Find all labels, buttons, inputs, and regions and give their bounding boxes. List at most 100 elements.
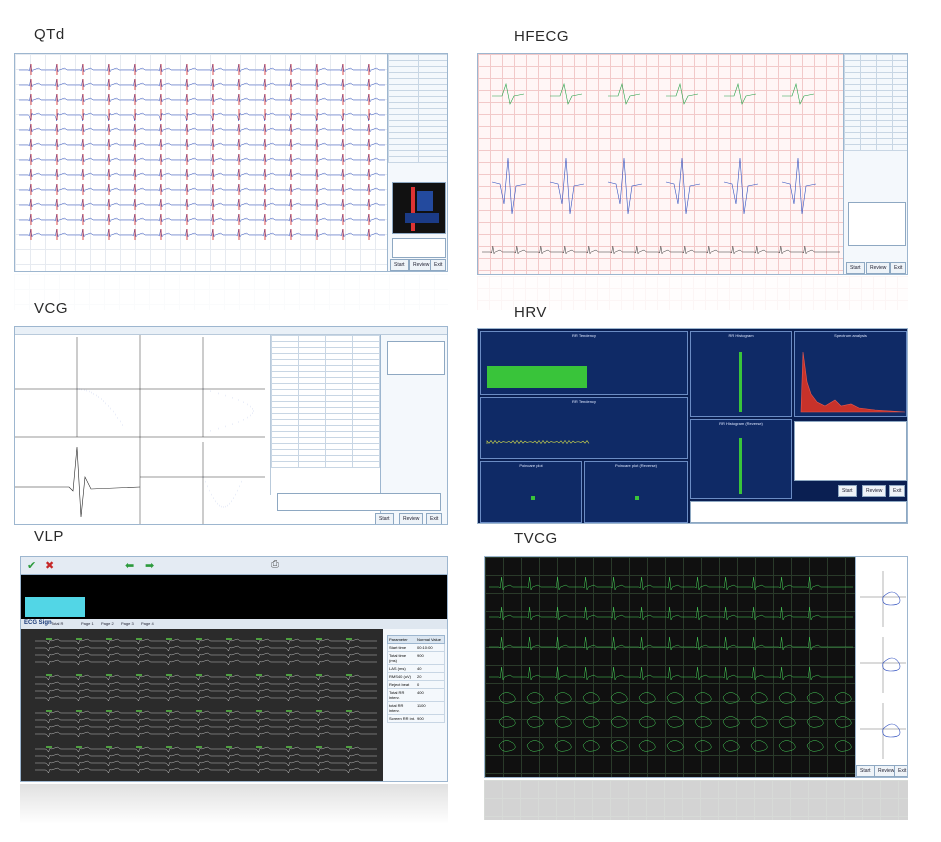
hfecg-beat-bottom	[607, 157, 643, 215]
vcg-loop-horizontal	[203, 388, 254, 432]
hrv-poincare-reverse-point	[635, 496, 639, 500]
qtd-lead-trace	[19, 168, 385, 178]
hfecg-exit-button[interactable]: Exit	[890, 262, 907, 274]
vlp-table-cell: Total RR interv.	[389, 690, 405, 700]
vcg-loop-sagittal	[203, 476, 242, 508]
vlp-tab-page4[interactable]: Page 4	[141, 621, 154, 626]
vlp-left-arrow-icon[interactable]: ⬅	[125, 560, 135, 572]
tvcg-start-button[interactable]: Start	[856, 765, 875, 777]
hfecg-review-button[interactable]: Review	[866, 262, 891, 274]
vlp-channel-trace	[35, 746, 377, 753]
qtd-note-box[interactable]	[392, 238, 446, 258]
vcg-beat-trace	[15, 446, 141, 518]
vlp-tab-page1[interactable]: Page 1	[81, 621, 94, 626]
hrv-histogram-bar	[739, 352, 742, 412]
vlp-table-row: Total RR interv. 400	[387, 689, 445, 702]
hfecg-beat-bottom	[781, 157, 817, 215]
hrv-rr-histogram-reverse-panel: RR Histogram (Reverse)	[690, 419, 792, 499]
vlp-table-cell: Total time (ms)	[389, 653, 407, 663]
vcg-title: VCG	[34, 300, 69, 317]
vlp-table-header-cell: Normal Value	[417, 637, 441, 642]
tvcg-lead-trace	[489, 606, 853, 621]
vcg-start-button[interactable]: Start	[375, 513, 394, 524]
qtd-review-button[interactable]: Review	[409, 259, 434, 271]
qtd-side-panel: Start Review Exit	[387, 54, 447, 271]
hrv-screenshot: RR Tendency RR Histogram Spectrum analys…	[477, 328, 908, 524]
vlp-channel-trace	[35, 767, 377, 774]
hrv-rr-histogram-panel: RR Histogram	[690, 331, 792, 417]
tvcg-loop-curve	[882, 723, 901, 738]
tvcg-loop-views	[860, 571, 906, 759]
hrv-note-box[interactable]	[794, 421, 907, 481]
tvcg-loop-strip	[498, 716, 852, 728]
vlp-close-icon[interactable]: ✖	[45, 560, 55, 572]
vlp-table-cell: RMS40 (uV)	[389, 674, 412, 679]
qtd-reflection	[14, 274, 448, 310]
hrv-rr-tendency2-panel: RR Tendency	[480, 397, 688, 459]
hrv-review-button[interactable]: Review	[862, 485, 887, 497]
qtd-lead-trace	[19, 198, 385, 208]
vlp-table-row: Reject beat 0	[387, 681, 445, 689]
hrv-start-button[interactable]: Start	[838, 485, 857, 497]
hfecg-rhythm-strip	[482, 245, 840, 255]
qtd-lead-trace	[19, 78, 385, 88]
tvcg-loop-axes	[860, 637, 906, 693]
hfecg-beat-top	[724, 82, 757, 105]
vlp-channel-trace	[35, 645, 377, 652]
vlp-ecg-traces	[35, 638, 377, 774]
vlp-reflection	[20, 784, 448, 824]
vlp-table-row: Screen RR int. 900	[387, 715, 445, 723]
qtd-screenshot: Start Review Exit	[14, 53, 448, 272]
vcg-param-table-area	[270, 335, 380, 495]
hfecg-start-button[interactable]: Start	[846, 262, 865, 274]
tvcg-title: TVCG	[514, 530, 558, 547]
vlp-table-cell: 900	[417, 716, 424, 721]
vlp-tab-page2[interactable]: Page 2	[101, 621, 114, 626]
qtd-lead-trace	[19, 138, 385, 148]
hrv-exit-button[interactable]: Exit	[889, 485, 906, 497]
vlp-channel-trace	[35, 688, 377, 695]
vlp-channel-trace	[35, 710, 377, 717]
hrv-rr-tendency-panel: RR Tendency	[480, 331, 688, 395]
tvcg-loop-curve	[882, 657, 901, 672]
vlp-channel-trace	[35, 674, 377, 681]
vcg-screenshot: Start Review Exit	[14, 326, 448, 525]
vlp-table-header: Parameter Normal Value	[387, 635, 445, 644]
vlp-table-cell: 40	[417, 666, 422, 671]
vlp-table-cell: 0	[417, 682, 420, 687]
vlp-section-bar: ECG Sign Total R Page 1 Page 2 Page 3 Pa…	[21, 619, 447, 629]
qtd-start-button[interactable]: Start	[390, 259, 409, 271]
vcg-option-box[interactable]	[387, 341, 445, 375]
tvcg-screenshot: Start Review Exit	[484, 556, 908, 778]
hfecg-note-box[interactable]	[848, 202, 906, 246]
vcg-exit-button[interactable]: Exit	[426, 513, 443, 524]
hfecg-screenshot: Start Review Exit	[477, 53, 908, 275]
tvcg-exit-button[interactable]: Exit	[894, 765, 907, 777]
vlp-channel-trace	[35, 724, 377, 731]
tvcg-loop-axes	[860, 703, 906, 759]
vlp-check-icon[interactable]: ✔	[27, 560, 37, 572]
hrv-spectrum-panel: Spectrum analysis	[794, 331, 907, 417]
qtd-title: QTd	[34, 26, 65, 43]
vcg-note-box[interactable]	[277, 493, 441, 511]
vlp-table-cell: Start time	[389, 645, 407, 650]
qtd-lead-trace	[19, 228, 385, 238]
tvcg-lead-trace	[489, 636, 853, 651]
vcg-review-button[interactable]: Review	[399, 513, 424, 524]
vlp-table-row: RMS40 (uV) 20	[387, 673, 445, 681]
vlp-right-arrow-icon[interactable]: ➡	[145, 560, 155, 572]
vlp-tab-page3[interactable]: Page 3	[121, 621, 134, 626]
qtd-exit-button[interactable]: Exit	[430, 259, 447, 271]
vlp-table-cell: 400	[417, 690, 424, 695]
vlp-channel-trace	[35, 717, 377, 724]
qtd-lead-trace	[19, 213, 385, 223]
vlp-signal-block	[25, 597, 85, 617]
vlp-tab-total[interactable]: Total R	[51, 621, 64, 626]
vcg-side-panel	[380, 335, 447, 524]
qtd-table-row	[388, 156, 447, 163]
vlp-table-cell: 00:10:00	[417, 645, 433, 650]
vlp-table-cell: 20	[417, 674, 422, 679]
vcg-toolbar	[15, 327, 447, 335]
vcg-axes	[15, 335, 265, 524]
vlp-print-icon[interactable]: ⎙	[271, 559, 279, 570]
